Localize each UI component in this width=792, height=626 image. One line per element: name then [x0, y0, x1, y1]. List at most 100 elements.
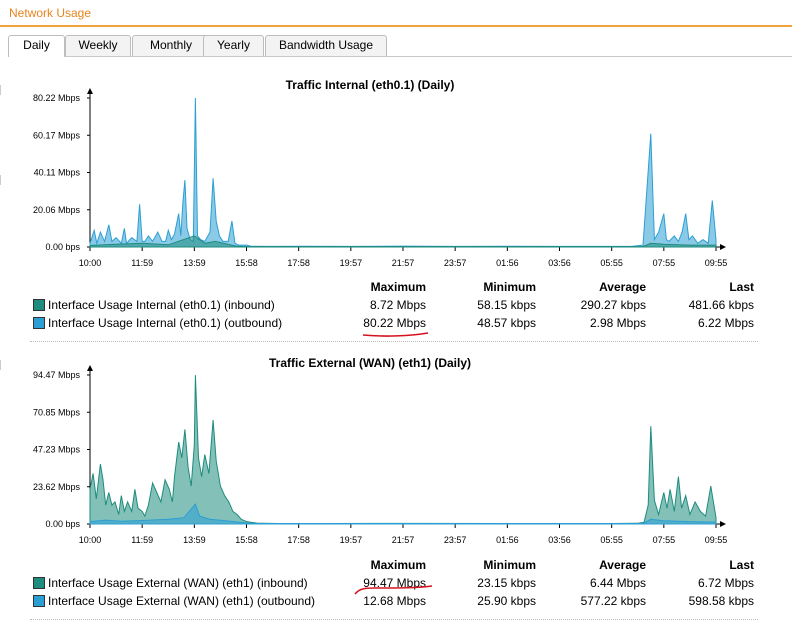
chart-legend: Maximum Minimum Average Last Interface U… — [0, 556, 792, 626]
y-tick-label: 40.11 Mbps — [34, 168, 81, 178]
x-tick-label: 03:56 — [548, 535, 571, 545]
x-tick-label: 13:59 — [183, 258, 206, 268]
legend-last: 6.72 Mbps — [697, 576, 754, 590]
legend-row-inbound: Interface Usage External (WAN) (eth1) (i… — [0, 576, 792, 594]
legend-swatch — [33, 577, 45, 589]
legend-label: Interface Usage Internal (eth0.1) (inbou… — [48, 298, 275, 312]
legend-average: 577.22 kbps — [580, 594, 646, 608]
legend-header-minimum: Minimum — [483, 280, 536, 294]
legend-maximum: 94.47 Mbps — [363, 576, 426, 590]
legend-swatch — [33, 317, 45, 329]
left-edge-mark — [0, 360, 1, 370]
y-tick-label: 0.00 bps — [45, 242, 80, 252]
legend-maximum: 80.22 Mbps — [363, 316, 426, 330]
x-tick-label: 11:59 — [131, 535, 153, 545]
x-tick-label: 01:56 — [496, 258, 519, 268]
page-header: Network Usage — [0, 0, 792, 27]
legend-row-outbound: Interface Usage Internal (eth0.1) (outbo… — [0, 316, 792, 334]
x-tick-label: 17:58 — [287, 258, 310, 268]
x-tick-label: 15:58 — [235, 535, 258, 545]
legend-minimum: 58.15 kbps — [477, 298, 536, 312]
legend-header-average: Average — [599, 558, 646, 572]
y-tick-label: 23.62 Mbps — [33, 482, 81, 492]
chart-legend: Maximum Minimum Average Last Interface U… — [0, 278, 792, 348]
y-tick-label: 60.17 Mbps — [33, 130, 81, 140]
series-area — [89, 503, 717, 525]
legend-maximum: 8.72 Mbps — [369, 298, 426, 312]
x-tick-label: 05:55 — [600, 258, 623, 268]
x-tick-label: 10:00 — [79, 258, 102, 268]
chart-external: Traffic External (WAN) (eth1) (Daily) 0.… — [0, 343, 792, 623]
tab-monthly[interactable]: Monthly — [132, 35, 210, 56]
y-tick-label: 94.47 Mbps — [33, 370, 81, 380]
legend-swatch — [33, 299, 45, 311]
y-tick-label: 0.00 bps — [45, 519, 80, 529]
x-tick-label: 21:57 — [392, 258, 415, 268]
x-tick-label: 03:56 — [548, 258, 571, 268]
legend-last: 481.66 kbps — [688, 298, 754, 312]
series-area — [89, 235, 717, 248]
red-underline-annotation — [354, 585, 433, 595]
y-tick-label: 20.06 Mbps — [33, 205, 81, 215]
series-area — [89, 97, 717, 248]
x-axis-arrow — [720, 521, 726, 527]
y-tick-label: 47.23 Mbps — [33, 445, 81, 455]
tab-bar: Daily Weekly Monthly Yearly Bandwidth Us… — [8, 35, 792, 57]
x-tick-label: 05:55 — [600, 535, 623, 545]
legend-last: 6.22 Mbps — [697, 316, 754, 330]
tab-weekly[interactable]: Weekly — [65, 35, 131, 56]
legend-header-minimum: Minimum — [483, 558, 536, 572]
x-tick-label: 19:57 — [340, 535, 363, 545]
left-edge-mark — [0, 175, 1, 185]
left-edge-mark — [0, 85, 1, 95]
x-tick-label: 11:59 — [131, 258, 153, 268]
legend-label: Interface Usage Internal (eth0.1) (outbo… — [48, 316, 283, 330]
legend-header-last: Last — [729, 558, 754, 572]
chart-title: Traffic Internal (eth0.1) (Daily) — [285, 78, 455, 92]
x-tick-label: 01:56 — [496, 535, 519, 545]
x-tick-label: 17:58 — [287, 535, 310, 545]
chart-internal-plot: 0.00 bps 20.06 Mbps 40.11 Mbps 60.17 Mbps 80… — [33, 88, 728, 268]
x-tick-label: 21:57 — [392, 535, 415, 545]
chart-internal: Traffic Internal (eth0.1) (Daily) 0.00 b… — [0, 60, 792, 345]
y-axis-arrow — [87, 365, 93, 371]
legend-average: 2.98 Mbps — [589, 316, 646, 330]
x-tick-label: 09:55 — [705, 535, 728, 545]
x-tick-label: 07:55 — [653, 535, 676, 545]
tab-bandwidth-usage[interactable]: Bandwidth Usage — [265, 35, 387, 56]
legend-minimum: 23.15 kbps — [477, 576, 536, 590]
legend-header-last: Last — [729, 280, 754, 294]
legend-header-maximum: Maximum — [370, 558, 426, 572]
x-tick-label: 10:00 — [79, 535, 102, 545]
legend-label: Interface Usage External (WAN) (eth1) (o… — [48, 594, 316, 608]
legend-header-maximum: Maximum — [370, 280, 426, 294]
legend-row-outbound: Interface Usage External (WAN) (eth1) (o… — [0, 594, 792, 612]
legend-label: Interface Usage External (WAN) (eth1) (i… — [48, 576, 308, 590]
tab-daily[interactable]: Daily — [8, 35, 65, 57]
legend-maximum: 12.68 Mbps — [363, 594, 426, 608]
red-underline-annotation — [362, 332, 429, 337]
x-tick-label: 19:57 — [340, 258, 363, 268]
x-tick-label: 23:57 — [444, 258, 467, 268]
legend-average: 6.44 Mbps — [589, 576, 646, 590]
x-tick-label: 09:55 — [705, 258, 728, 268]
section-divider — [30, 341, 758, 342]
x-tick-label: 13:59 — [183, 535, 206, 545]
legend-minimum: 25.90 kbps — [477, 594, 536, 608]
tab-yearly[interactable]: Yearly — [203, 35, 264, 56]
chart-title: Traffic External (WAN) (eth1) (Daily) — [268, 356, 472, 370]
x-tick-label: 07:55 — [653, 258, 676, 268]
legend-last: 598.58 kbps — [688, 594, 754, 608]
legend-minimum: 48.57 kbps — [477, 316, 536, 330]
x-tick-label: 15:58 — [235, 258, 258, 268]
y-tick-label: 80.22 Mbps — [33, 93, 81, 103]
legend-header-average: Average — [599, 280, 646, 294]
legend-average: 290.27 kbps — [580, 298, 646, 312]
section-divider — [30, 619, 758, 620]
chart-external-plot: 0.00 bps 23.62 Mbps 47.23 Mbps 70.85 Mbps 94… — [33, 365, 728, 545]
x-axis-arrow — [720, 244, 726, 250]
page-title: Network Usage — [9, 6, 92, 20]
y-tick-label: 70.85 Mbps — [33, 407, 81, 417]
legend-row-inbound: Interface Usage Internal (eth0.1) (inbou… — [0, 298, 792, 316]
y-axis-arrow — [87, 88, 93, 94]
